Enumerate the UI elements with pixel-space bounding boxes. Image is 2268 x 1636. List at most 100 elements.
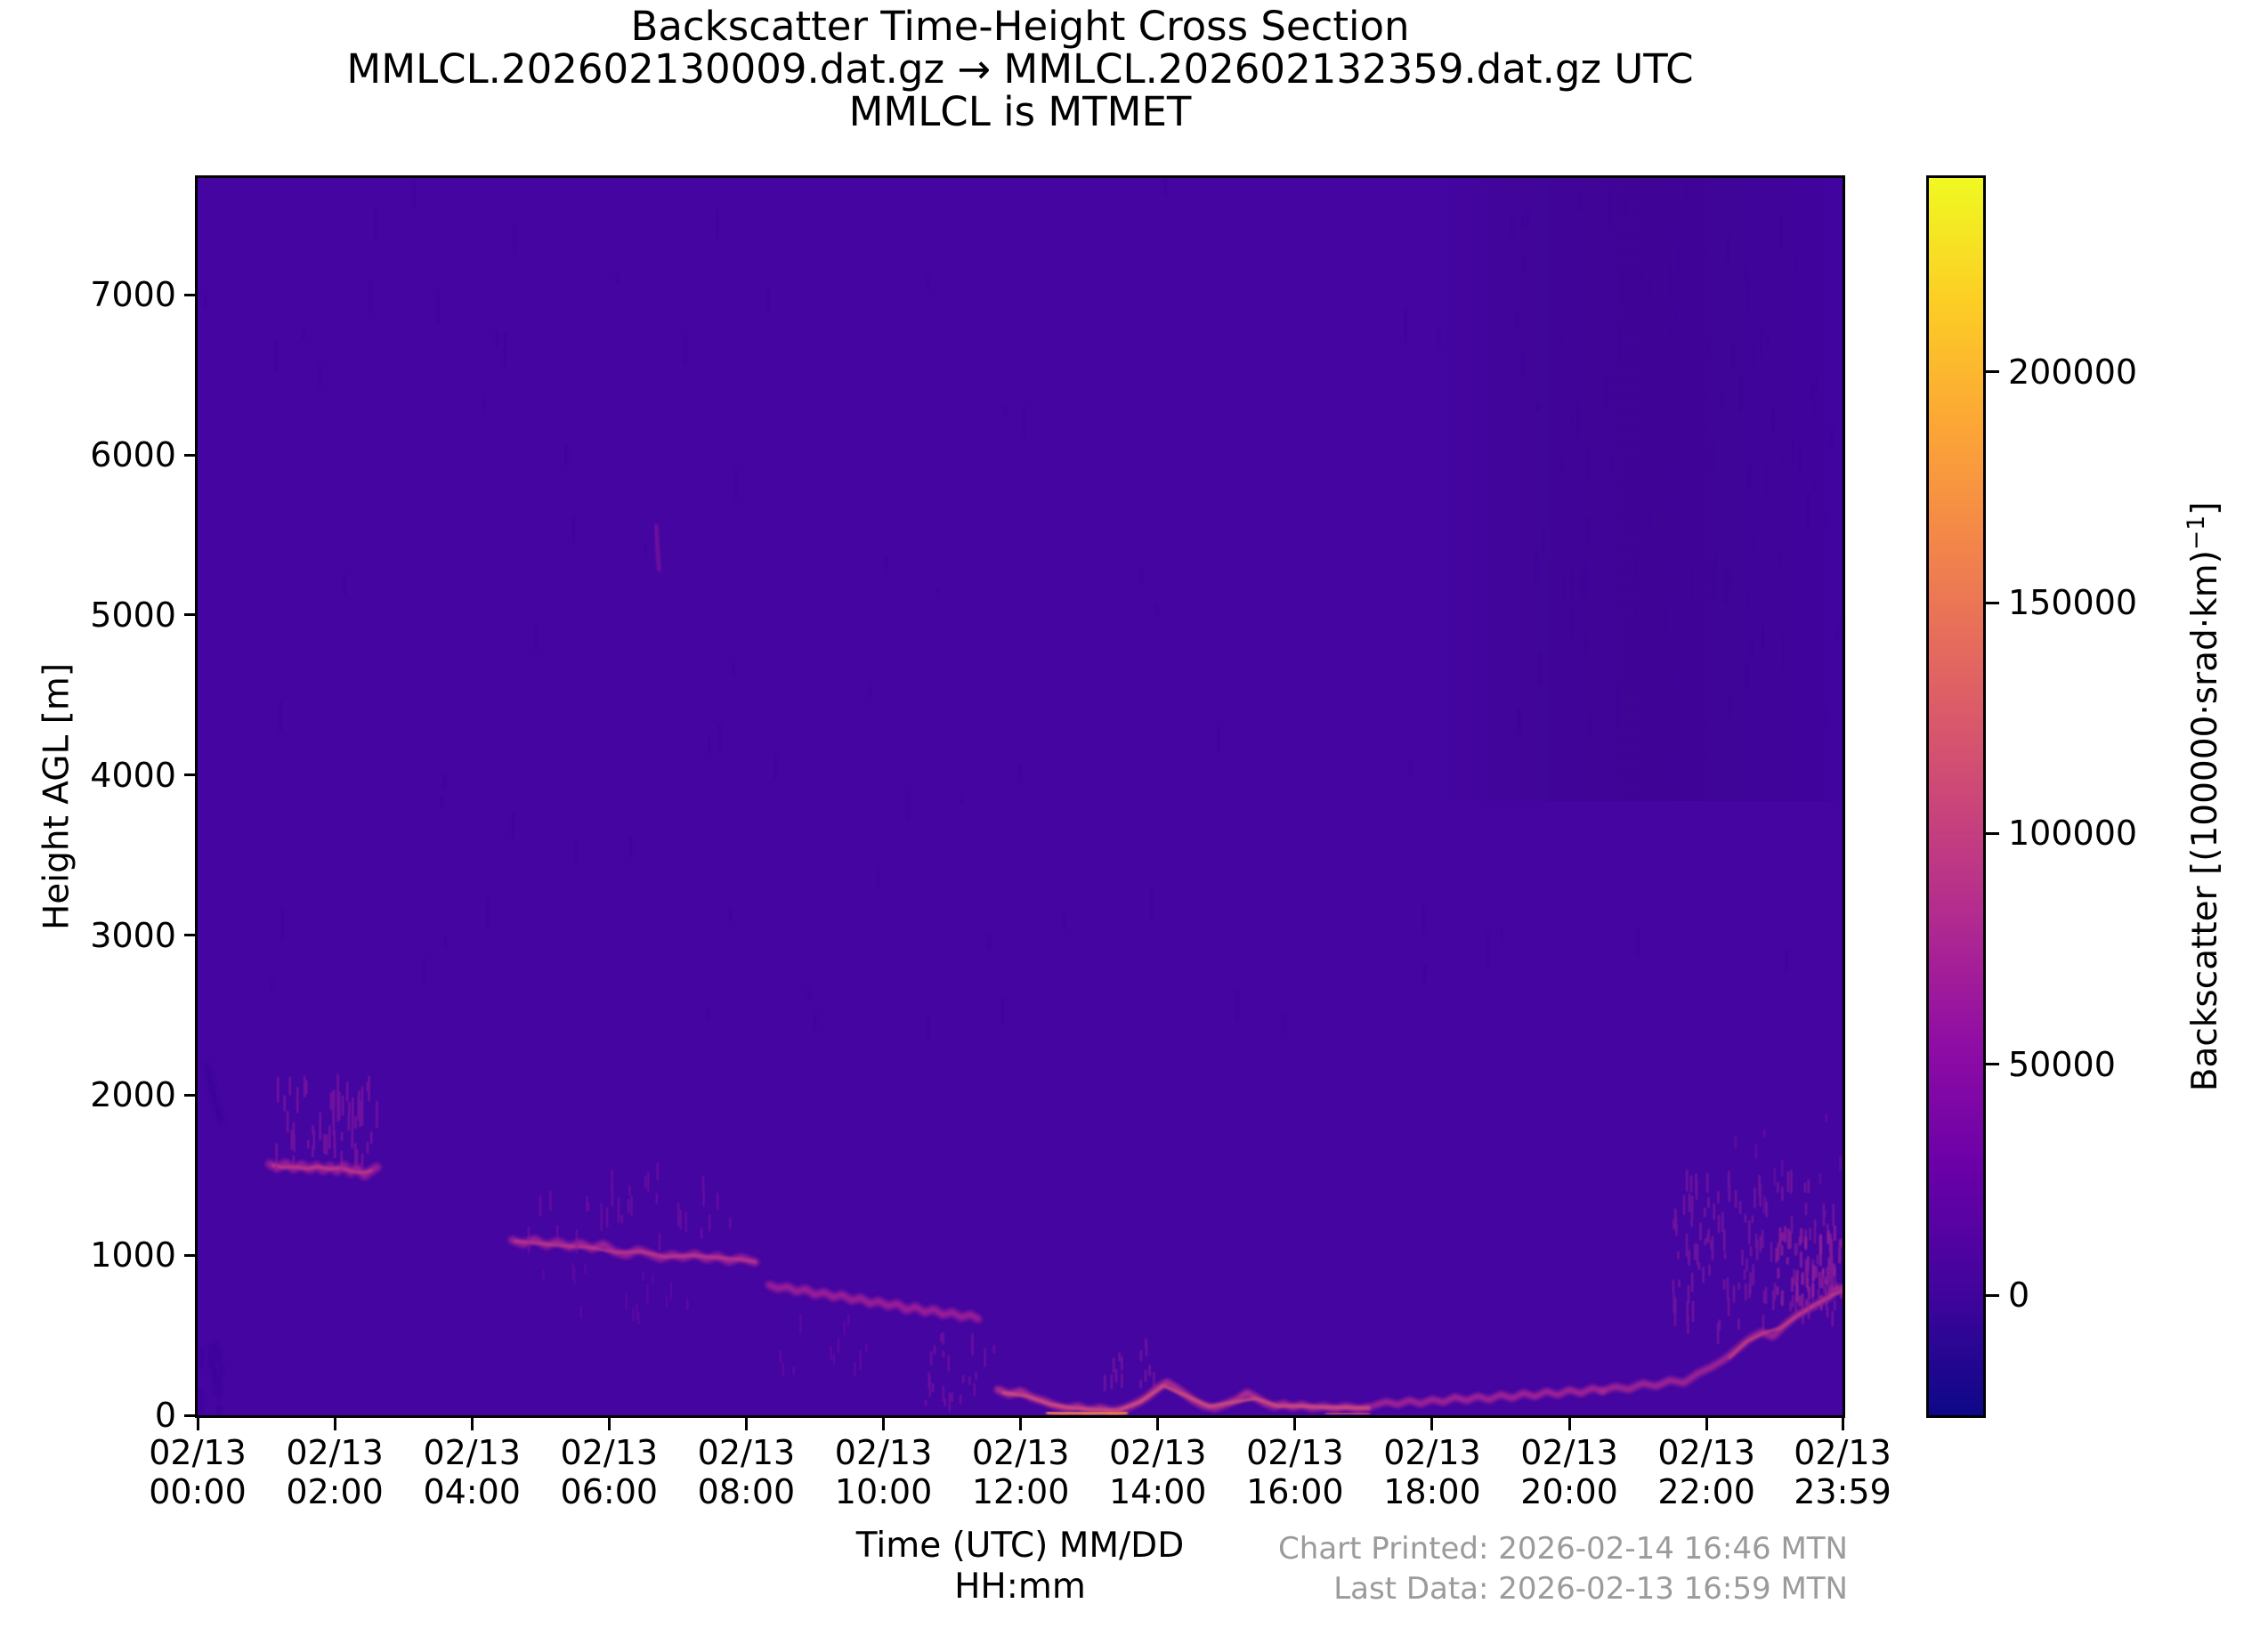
colorbar-tick-mark (1986, 601, 1999, 604)
x-tick-date: 02/13 (1520, 1433, 1618, 1472)
x-tick-mark (196, 1416, 199, 1430)
speckle-rising-dense (1775, 1225, 1843, 1311)
speckle-above-band-01 (275, 1073, 378, 1172)
x-tick-label: 02/13 06:00 (511, 1433, 707, 1511)
noise-top-right (1511, 178, 1842, 738)
y-tick-label: 2000 (90, 1075, 176, 1115)
midlevel-wisp-0645 (654, 523, 661, 572)
x-tick-time: 18:00 (1383, 1472, 1481, 1511)
footer-annotations: Chart Printed: 2026-02-14 16:46 MTN Last… (1278, 1529, 1848, 1609)
x-tick-label: 02/13 20:00 (1471, 1433, 1667, 1511)
x-tick-mark (470, 1416, 474, 1430)
colorbar-tick-label: 100000 (2008, 814, 2138, 854)
y-tick-label: 6000 (90, 435, 176, 475)
heatmap-plot-area (195, 175, 1845, 1418)
x-tick-date: 02/13 (1383, 1433, 1481, 1472)
x-tick-time: 20:00 (1520, 1472, 1618, 1511)
x-tick-mark (607, 1416, 611, 1430)
x-tick-mark (1019, 1416, 1023, 1430)
chart-title-line1: Backscatter Time-Height Cross Section (630, 3, 1410, 50)
x-tick-date: 02/13 (697, 1433, 796, 1472)
y-tick-label: 7000 (90, 275, 176, 315)
footer-last-data: Last Data: 2026-02-13 16:59 MTN (1333, 1571, 1848, 1607)
speckle-rising-field (1672, 1170, 1843, 1345)
colorbar-label-close: ] (2185, 501, 2225, 515)
x-tick-mark (1156, 1416, 1160, 1430)
x-tick-label: 02/13 02:00 (237, 1433, 433, 1511)
y-tick-mark (184, 1413, 198, 1417)
dark-streak-earlyhours (204, 1064, 223, 1123)
x-tick-time: 12:00 (971, 1472, 1070, 1511)
y-tick-label: 5000 (90, 595, 176, 635)
x-tick-time: 02:00 (286, 1472, 384, 1511)
x-tick-date: 02/13 (1794, 1433, 1891, 1472)
layer-0820-1105 (765, 1281, 983, 1324)
y-tick-mark (184, 453, 198, 457)
x-tick-mark (882, 1416, 886, 1430)
y-tick-mark (184, 773, 198, 777)
x-tick-label: 02/13 10:00 (786, 1433, 982, 1511)
y-tick-label: 0 (154, 1396, 176, 1435)
chart-title: Backscatter Time-Height Cross Section MM… (198, 5, 1843, 134)
x-tick-date: 02/13 (971, 1433, 1070, 1472)
y-tick-mark (184, 293, 198, 296)
surface-layer-core (1001, 1383, 1372, 1413)
colorbar-tick-mark (1986, 1293, 1999, 1297)
x-axis-label-line1: Time (UTC) MM/DD (855, 1526, 1185, 1566)
x-tick-date: 02/13 (1246, 1433, 1344, 1472)
x-tick-time: 04:00 (423, 1472, 521, 1511)
surface-contact-orange-2 (1324, 1411, 1370, 1415)
x-tick-time: 14:00 (1108, 1472, 1207, 1511)
speckle-below-layer-05 (542, 1261, 689, 1325)
layer-1710-2000 (1371, 1384, 1606, 1409)
x-axis-label-line2: HH:mm (954, 1567, 1086, 1607)
x-tick-date: 02/13 (560, 1433, 659, 1472)
x-tick-time: 10:00 (834, 1472, 933, 1511)
colorbar-label-exponent: −1 (2183, 514, 2210, 551)
chart-title-line2: MMLCL.202602130009.dat.gz → MMLCL.202602… (346, 45, 1694, 93)
x-tick-mark (744, 1416, 748, 1430)
y-tick-label: 4000 (90, 755, 176, 795)
x-tick-label: 02/13 14:00 (1060, 1433, 1256, 1511)
noise-upper (203, 178, 1788, 1041)
speckle-rising-outliers (1734, 1114, 1842, 1215)
layer-0440-0810-core (514, 1239, 757, 1264)
y-axis-label: Height AGL [m] (36, 662, 77, 931)
x-tick-time: 22:00 (1657, 1472, 1755, 1511)
x-tick-date: 02/13 (423, 1433, 521, 1472)
y-tick-mark (184, 1253, 198, 1257)
heatmap-shading (198, 178, 1843, 801)
x-tick-label: 02/13 22:00 (1608, 1433, 1804, 1511)
x-tick-date: 02/13 (286, 1433, 384, 1472)
x-tick-label: 02/13 00:00 (100, 1433, 296, 1511)
x-tick-label: 02/13 04:00 (374, 1433, 570, 1511)
chart-title-line3: MMLCL is MTMET (848, 88, 1192, 135)
colorbar-tick-mark (1986, 370, 1999, 374)
colorbar-tick-label: 50000 (2008, 1044, 2116, 1084)
x-tick-date: 02/13 (149, 1433, 247, 1472)
y-tick-mark (184, 934, 198, 937)
x-tick-mark (1841, 1416, 1844, 1430)
speckle-1300-1330 (1103, 1338, 1155, 1392)
heatmap-canvas (198, 178, 1843, 1415)
x-tick-mark (1293, 1416, 1297, 1430)
speckle-above-layer-05 (527, 1162, 732, 1254)
x-tick-time: 16:00 (1246, 1472, 1344, 1511)
x-tick-time: 00:00 (149, 1472, 247, 1511)
colorbar-tick-label: 200000 (2008, 352, 2138, 392)
aerosol-band-0100-0230-core (271, 1163, 373, 1175)
x-tick-date: 02/13 (1108, 1433, 1207, 1472)
x-tick-mark (333, 1416, 336, 1430)
x-tick-mark (1705, 1416, 1708, 1430)
colorbar-label: Backscatter [(100000·srad·km)−1] (2183, 502, 2225, 1092)
x-tick-label: 02/13 16:00 (1197, 1433, 1393, 1511)
footer-chart-printed: Chart Printed: 2026-02-14 16:46 MTN (1278, 1531, 1848, 1567)
x-tick-label: 02/13 12:00 (923, 1433, 1119, 1511)
colorbar-tick-mark (1986, 831, 1999, 835)
speckle-below-0900 (779, 1314, 868, 1378)
x-tick-time: 23:59 (1794, 1472, 1891, 1511)
x-tick-date: 02/13 (1657, 1433, 1755, 1472)
x-tick-mark (1567, 1416, 1571, 1430)
y-tick-label: 1000 (90, 1235, 176, 1276)
